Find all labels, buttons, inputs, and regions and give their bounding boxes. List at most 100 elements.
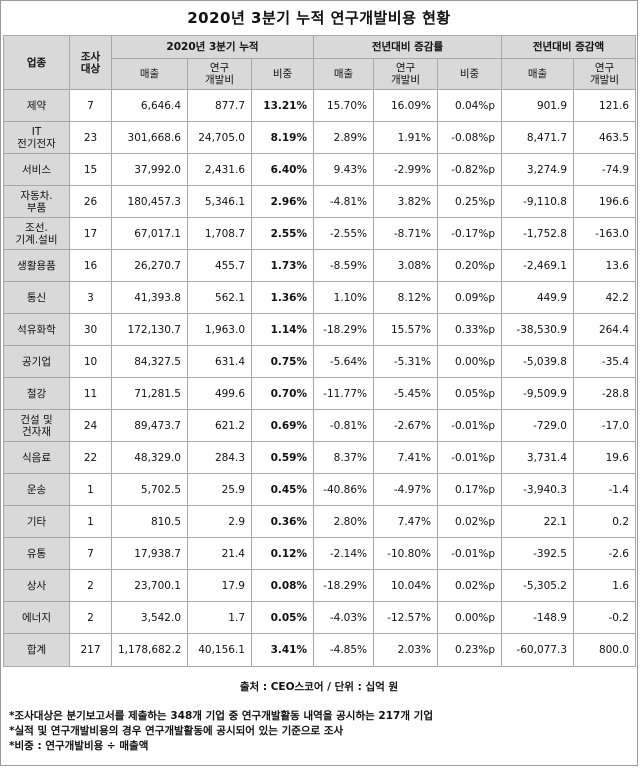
cell-rate-sales: -2.55% [313, 217, 374, 250]
cell-amt-rnd: -28.8 [573, 377, 636, 410]
cell-amt-rnd: 264.4 [573, 313, 636, 346]
cell-sales: 180,457.3 [111, 185, 188, 218]
cell-amt-rnd: -17.0 [573, 409, 636, 442]
cell-sales: 5,702.5 [111, 473, 188, 506]
cell-industry-line: 건설 및 [20, 413, 53, 426]
cell-count: 7 [69, 537, 112, 570]
cell-industry-line: 자동차. [20, 189, 53, 202]
cell-sales: 48,329.0 [111, 441, 188, 474]
cell-sales: 67,017.1 [111, 217, 188, 250]
cell-count: 2 [69, 601, 112, 634]
cell-rate-ratio: 0.33%p [437, 313, 502, 346]
header-rnd-line: 개발비 [205, 74, 234, 86]
cell-industry: 철강 [3, 377, 70, 410]
header-rnd-line: 연구 [395, 62, 416, 74]
cell-count: 11 [69, 377, 112, 410]
cell-rate-ratio: 0.04%p [437, 89, 502, 122]
cell-sales: 17,938.7 [111, 537, 188, 570]
cell-rate-sales: -11.77% [313, 377, 374, 410]
cell-amt-sales: 901.9 [501, 89, 574, 122]
cell-rnd: 455.7 [187, 249, 252, 282]
cell-rate-rnd: -2.99% [373, 153, 438, 186]
cell-rate-sales: -4.85% [313, 633, 374, 667]
cell-rate-ratio: 0.25%p [437, 185, 502, 218]
cell-rnd: 631.4 [187, 345, 252, 378]
cell-amt-rnd: -163.0 [573, 217, 636, 250]
cell-amt-sales: -9,509.9 [501, 377, 574, 410]
cell-sales: 810.5 [111, 505, 188, 538]
cell-ratio: 0.59% [251, 441, 314, 474]
cell-rate-ratio: 0.05%p [437, 377, 502, 410]
cell-industry: 공기업 [3, 345, 70, 378]
cell-amt-sales: 449.9 [501, 281, 574, 314]
cell-rate-sales: -18.29% [313, 569, 374, 602]
table-row: 생활용품 16 26,270.7 455.7 1.73% -8.59% 3.08% 0.20%… [3, 249, 636, 282]
cell-amt-sales: -60,077.3 [501, 633, 574, 667]
footnote: *비중 : 연구개발비용 ÷ 매출액 [9, 740, 149, 752]
header-count: 조사 대상 [69, 35, 112, 90]
cell-amt-sales: 3,731.4 [501, 441, 574, 474]
table-row: 기타 1 810.5 2.9 0.36% 2.80% 7.47% 0.02%p 22.1 0.2 [3, 505, 636, 538]
cell-ratio: 0.08% [251, 569, 314, 602]
cell-rnd: 2,431.6 [187, 153, 252, 186]
cell-count: 15 [69, 153, 112, 186]
cell-industry: 제약 [3, 89, 70, 122]
cell-rate-sales: -4.03% [313, 601, 374, 634]
cell-rate-ratio: 0.23%p [437, 633, 502, 667]
cell-rate-rnd: 1.91% [373, 121, 438, 154]
cell-rate-sales: -0.81% [313, 409, 374, 442]
cell-rate-rnd: 2.03% [373, 633, 438, 667]
cell-industry-line: 부품 [26, 201, 47, 214]
cell-count: 1 [69, 505, 112, 538]
cell-rnd: 2.9 [187, 505, 252, 538]
cell-industry: 통신 [3, 281, 70, 314]
cell-rate-rnd: 7.41% [373, 441, 438, 474]
cell-rnd: 24,705.0 [187, 121, 252, 154]
cell-industry-line: 기타 [26, 515, 47, 528]
table-row: 서비스 15 37,992.0 2,431.6 6.40% 9.43% -2.99% -0.8… [3, 153, 636, 186]
cell-rate-sales: 9.43% [313, 153, 374, 186]
header-group-cumulative: 2020년 3분기 누적 [111, 35, 314, 59]
header-rnd-line: 연구 [594, 62, 615, 74]
cell-industry: IT 전기전자 [3, 121, 70, 154]
cell-industry-line: 식음료 [22, 451, 51, 464]
cell-ratio: 8.19% [251, 121, 314, 154]
cell-rate-rnd: -5.45% [373, 377, 438, 410]
cell-sales: 71,281.5 [111, 377, 188, 410]
cell-rate-rnd: 10.04% [373, 569, 438, 602]
header-rate-sales: 매출 [313, 58, 374, 90]
table-row: 운송 1 5,702.5 25.9 0.45% -40.86% -4.97% 0.17%p -3… [3, 473, 636, 506]
cell-rate-rnd: 16.09% [373, 89, 438, 122]
cell-amt-sales: 8,471.7 [501, 121, 574, 154]
cell-rate-rnd: -10.80% [373, 537, 438, 570]
cell-rate-sales: -4.81% [313, 185, 374, 218]
cell-count: 3 [69, 281, 112, 314]
cell-rate-ratio: 0.17%p [437, 473, 502, 506]
cell-amt-rnd: 1.6 [573, 569, 636, 602]
cell-ratio: 6.40% [251, 153, 314, 186]
cell-industry: 생활용품 [3, 249, 70, 282]
cell-amt-sales: -392.5 [501, 537, 574, 570]
cell-amt-rnd: 19.6 [573, 441, 636, 474]
cell-amt-sales: 22.1 [501, 505, 574, 538]
cell-industry-line: 공기업 [22, 355, 51, 368]
cell-rate-rnd: -8.71% [373, 217, 438, 250]
cell-rnd: 40,156.1 [187, 633, 252, 667]
cell-rate-sales: -5.64% [313, 345, 374, 378]
cell-rate-ratio: -0.17%p [437, 217, 502, 250]
table-row: 제약 7 6,646.4 877.7 13.21% 15.70% 16.09% 0.04%p 9… [3, 89, 636, 122]
cell-amt-sales: -148.9 [501, 601, 574, 634]
cell-amt-rnd: 800.0 [573, 633, 636, 667]
cell-industry-line: 기계.설비 [15, 233, 58, 246]
cell-ratio: 0.70% [251, 377, 314, 410]
cell-industry: 기타 [3, 505, 70, 538]
footnote: *조사대상은 분기보고서를 제출하는 348개 기업 중 연구개발활동 내역을 … [9, 710, 433, 722]
header-row-columns: 매출 연구 개발비 비중 매출 연구 개발비 비중 매출 연구 개발비 [4, 58, 636, 90]
cell-sales: 1,178,682.2 [111, 633, 188, 667]
cell-amt-rnd: 196.6 [573, 185, 636, 218]
cell-rnd: 499.6 [187, 377, 252, 410]
cell-rate-ratio: 0.00%p [437, 345, 502, 378]
cell-industry: 조선. 기계.설비 [3, 217, 70, 250]
cell-count: 217 [69, 633, 112, 667]
